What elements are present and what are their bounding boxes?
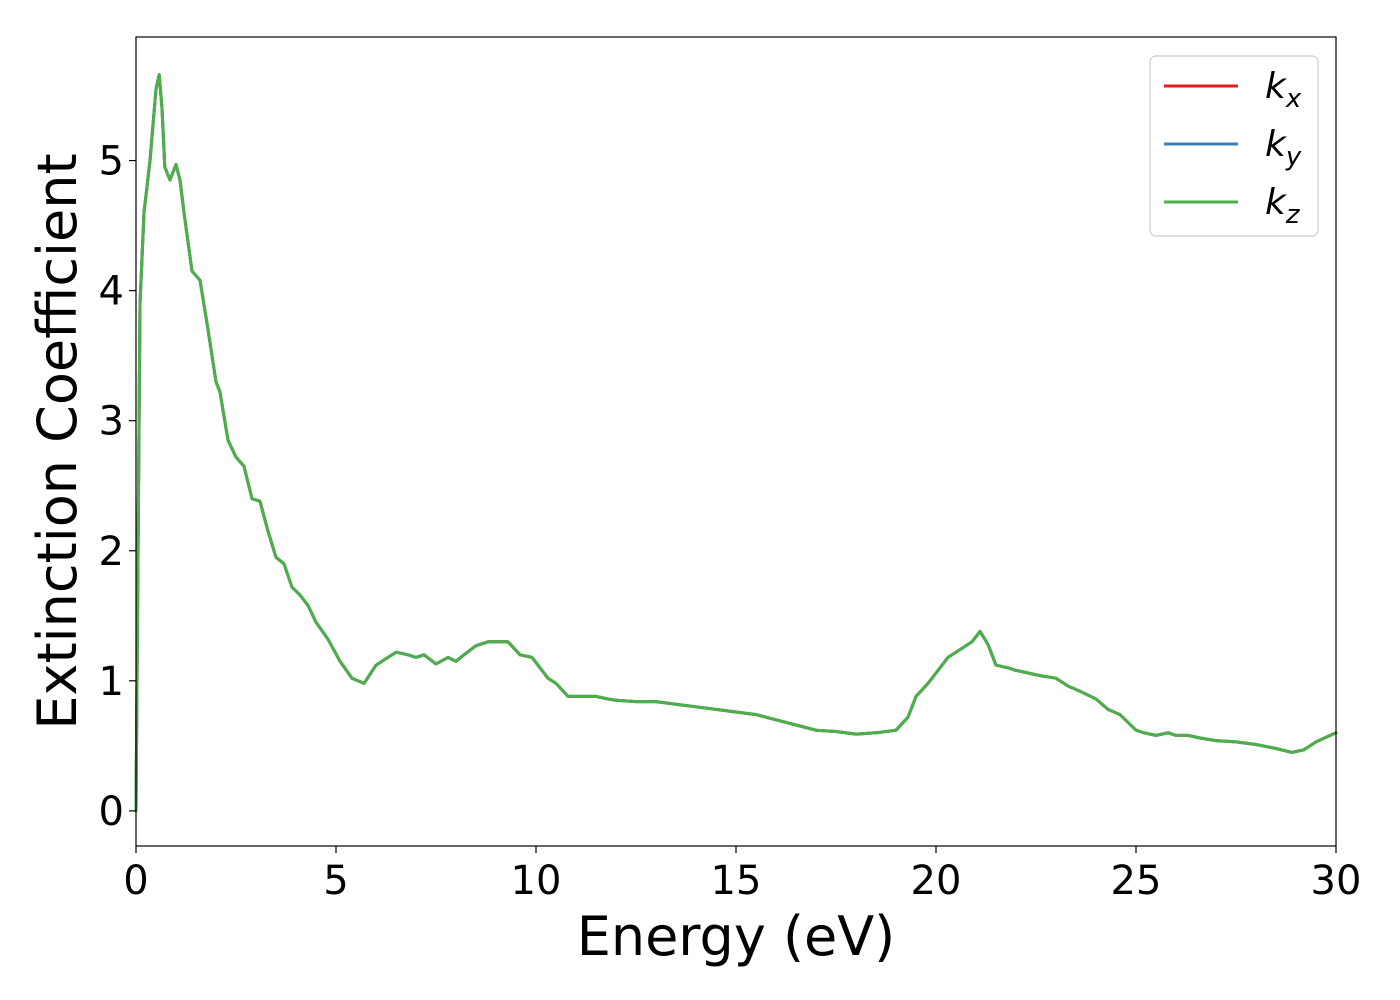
legend-label-ky: ky: [1265, 124, 1302, 172]
legend-box: [1149, 55, 1319, 237]
x-tick-label: 15: [711, 858, 762, 904]
y-tick-label: 3: [99, 399, 124, 445]
x-axis-label: Energy (eV): [577, 905, 896, 968]
x-tick-label: 30: [1311, 858, 1362, 904]
series-line-k-z: [134, 73, 1338, 813]
axes-layer: 0 5 10 15 20 25 30 0 1 2 3 4 5: [99, 36, 1362, 904]
legend-label-kx: kx: [1265, 66, 1302, 114]
y-tick-label: 2: [99, 529, 124, 575]
legend-label-kz: kz: [1265, 182, 1301, 230]
y-tick-label: 5: [99, 139, 124, 185]
y-tick-label: 1: [99, 659, 124, 705]
x-tick-label: 20: [911, 858, 962, 904]
y-tick-label: 4: [99, 269, 124, 315]
legend: kx ky kz: [1149, 55, 1319, 237]
y-axis-label: Extinction Coefficient: [26, 153, 89, 729]
x-tick-label: 0: [123, 858, 148, 904]
x-tick-label: 25: [1111, 858, 1162, 904]
y-tick-label: 0: [99, 789, 124, 835]
series-layer: [134, 73, 1338, 813]
x-tick-label: 5: [323, 858, 348, 904]
x-tick-label: 10: [511, 858, 562, 904]
